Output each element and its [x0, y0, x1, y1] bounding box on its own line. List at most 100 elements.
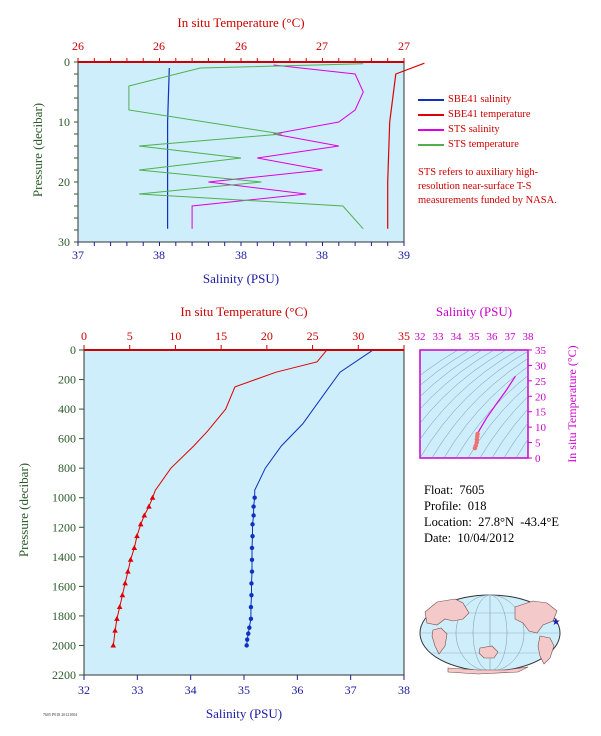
main-pressure-tick-label: 1200: [52, 520, 76, 534]
top-p-tick-0: 0: [64, 55, 70, 69]
ts-density-contour: [420, 350, 495, 410]
ts-density-contour: [515, 438, 528, 458]
ts-density-contour: [420, 350, 507, 424]
main-temperature-tick-label: 0: [81, 329, 87, 343]
main-pressure-tick-label: 1400: [52, 550, 76, 564]
salinity-marker: [251, 513, 256, 518]
ts-density-contour: [420, 350, 459, 376]
temperature-marker: [141, 512, 148, 518]
sts-note: STS refers to auxiliary high-resolution …: [418, 167, 557, 206]
top-sal-tick-3: 38: [316, 248, 328, 262]
legend-label: STS temperature: [448, 139, 519, 150]
salinity-marker: [249, 581, 254, 586]
main-salinity-tick-label: 34: [185, 683, 197, 697]
ts-temperature-tick-label: 10: [535, 422, 547, 434]
salinity-marker: [246, 631, 251, 636]
ts-density-contour: [431, 358, 528, 458]
ts-salinity-tick-label: 37: [505, 331, 517, 343]
ts-temperature-axis-label: In situ Temperature (°C): [565, 345, 579, 462]
temperature-marker: [125, 568, 131, 574]
temperature-marker: [110, 642, 117, 648]
main-pressure-ticks: 0 200 400 600 800 1000 1200 1400 1600 1800 2000 220…: [52, 343, 84, 682]
ts-density-contour: [420, 350, 528, 458]
top-plot-area: [77, 61, 405, 243]
main-pressure-tick-label: 2200: [52, 668, 76, 682]
main-temperature-tick-label: 20: [261, 329, 273, 343]
top-series-line: [387, 62, 425, 229]
continent-eurasia: [424, 598, 470, 626]
salinity-marker: [245, 637, 250, 642]
salinity-marker: [249, 545, 255, 551]
float-location-marker: ★: [552, 617, 561, 628]
ts-density-contour: [443, 366, 528, 458]
temperature-marker: [122, 580, 128, 586]
top-temp-tick-4: 27: [398, 39, 410, 53]
ts-panel: Salinity (PSU) 32 33 34 35 36 37 38 0 5 10 15 20 25…: [415, 304, 580, 465]
main-salinity-tick-label: 37: [345, 683, 357, 697]
top-pressure-axis-label: Pressure (decibar): [30, 103, 45, 197]
main-salinity-axis-label: Salinity (PSU): [206, 706, 282, 721]
top-sal-tick-1: 38: [153, 248, 165, 262]
temperature-marker: [146, 503, 152, 509]
main-plot-area: [83, 349, 405, 676]
continent-antarctica: [447, 666, 529, 675]
top-series-line: [191, 64, 364, 229]
top-series-line: [128, 63, 364, 230]
top-temp-tick-3: 27: [316, 39, 328, 53]
ts-density-contour: [479, 396, 528, 458]
ts-plot-area: [419, 349, 529, 459]
ts-density-contour: [491, 408, 528, 458]
temperature-marker: [119, 592, 126, 598]
temperature-marker: [131, 544, 138, 550]
continent-australia: [478, 645, 499, 659]
top-p-tick-1: 10: [58, 115, 70, 129]
top-sal-tick-4: 39: [398, 248, 410, 262]
main-temperature-tick-label: 15: [215, 329, 227, 343]
continent-south-america: [537, 635, 555, 665]
salinity-marker: [248, 616, 254, 622]
ts-density-contour: [503, 422, 528, 458]
legend-item-sts-temperature: STS temperature: [418, 137, 531, 152]
ts-salinity-tick-label: 36: [487, 331, 499, 343]
ts-temperature-ticks: 0 5 10 15 20 25 30 35: [528, 345, 547, 465]
top-sal-tick-0: 37: [72, 248, 84, 262]
legend-swatch-sts-salinity: [418, 128, 444, 131]
main-temperature-tick-label: 25: [307, 329, 319, 343]
main-pressure-axis-label: Pressure (decibar): [16, 463, 31, 557]
float-id: Float: 7605: [424, 483, 485, 497]
ts-series-group: [472, 375, 516, 451]
salinity-marker: [249, 557, 255, 562]
ts-density-contour: [455, 375, 528, 458]
main-series-group: [110, 350, 373, 648]
temperature-marker: [127, 556, 134, 562]
ts-salinity-tick-label: 35: [469, 331, 481, 343]
main-salinity-tick-label: 32: [78, 683, 90, 697]
main-pressure-tick-label: 400: [58, 402, 76, 416]
continent-north-america: [514, 600, 558, 634]
top-sal-tick-2: 38: [235, 248, 247, 262]
salinity-marker: [244, 643, 249, 648]
salinity-marker: [247, 625, 252, 630]
salinity-marker: [250, 522, 255, 527]
top-salinity-ticks: 37 38 38 38 39: [72, 248, 410, 262]
ts-density-contour: [420, 350, 483, 397]
main-panel: In situ Temperature (°C) 0 5 10 15 20 25 30 35 …: [16, 304, 410, 721]
top-temp-tick-2: 26: [235, 39, 247, 53]
legend-swatch-sbe41-temperature: [418, 113, 444, 116]
ts-salinity-tick-label: 32: [415, 331, 426, 343]
main-salinity-tick-label: 35: [238, 683, 250, 697]
main-temperature-axis-label: In situ Temperature (°C): [180, 304, 307, 319]
main-pressure-tick-label: 200: [58, 373, 76, 387]
legend-label: SBE41 salinity: [448, 94, 512, 105]
ts-temperature-tick-label: 30: [535, 360, 547, 372]
temperature-marker: [134, 533, 140, 539]
main-temperature-tick-label: 30: [352, 329, 364, 343]
legend-swatch-sbe41-salinity: [418, 98, 444, 101]
ts-temperature-tick-label: 35: [535, 345, 547, 357]
temperature-marker: [137, 521, 144, 527]
salinity-marker: [249, 569, 255, 574]
temperature-marker: [149, 494, 156, 500]
temperature-marker: [116, 604, 123, 610]
ts-salinity-tick-label: 38: [523, 331, 535, 343]
